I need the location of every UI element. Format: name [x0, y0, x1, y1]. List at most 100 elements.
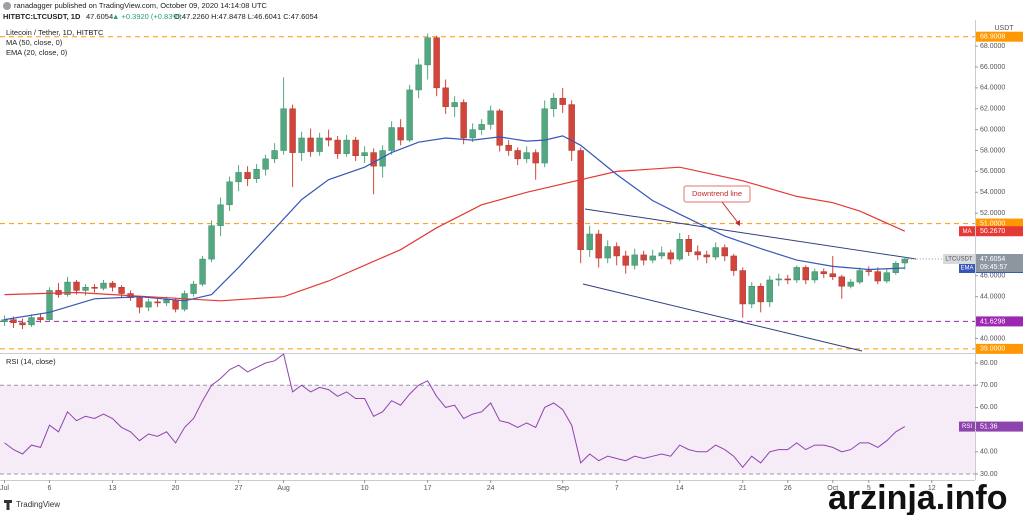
candle-body: [514, 150, 521, 160]
rsi-y-tick-label: 40.00: [980, 449, 998, 456]
published-line: ranadagger published on TradingView.com,…: [14, 1, 268, 10]
candle-body: [19, 322, 26, 326]
candle-body: [865, 270, 872, 272]
candle-body: [577, 150, 584, 250]
candle-body: [667, 252, 674, 260]
y-tick-label: 64.0000: [980, 85, 1005, 92]
indicator-name-box: [959, 226, 975, 237]
candle-body: [838, 276, 845, 287]
level-label: 68.9008: [980, 34, 1005, 41]
x-tick-label: 24: [487, 485, 495, 492]
rsi-value: 51.36: [980, 423, 998, 430]
y-tick-label: 56.0000: [980, 168, 1005, 175]
level-label-box: [976, 218, 1023, 229]
y-tick-label: 58.0000: [980, 147, 1005, 154]
rsi-band: [0, 385, 975, 475]
candle-body: [100, 282, 107, 289]
candle-body: [532, 152, 539, 164]
candle-body: [766, 279, 773, 303]
candle-body: [244, 172, 251, 179]
candle-body: [451, 102, 458, 107]
x-tick-label: Aug: [277, 485, 290, 492]
x-tick-label: Jul: [0, 485, 9, 492]
y-tick-label: 46.0000: [980, 273, 1005, 280]
y-tick-label: 62.0000: [980, 106, 1005, 113]
candle-body: [460, 102, 467, 139]
x-tick-label: 13: [109, 485, 117, 492]
candle-body: [136, 297, 143, 308]
candle-body: [622, 255, 629, 266]
candle-body: [874, 271, 881, 282]
level-label: 51.0000: [980, 220, 1005, 227]
ema-legend: EMA (20, close, 0): [6, 48, 68, 57]
candle-body: [208, 225, 215, 260]
y-tick-label: 68.0000: [980, 43, 1005, 50]
indicator-name: MA: [963, 229, 972, 235]
candle-body: [361, 152, 368, 156]
last-price: 47.6054: [86, 12, 113, 21]
x-tick-label: 12: [928, 485, 936, 492]
rsi-y-tick-label: 60.00: [980, 404, 998, 411]
candle-body: [424, 37, 431, 66]
last-price-box: [976, 254, 1023, 273]
candle-body: [253, 169, 260, 179]
candle-body: [568, 104, 575, 151]
candle-body: [352, 139, 359, 156]
candle-body: [550, 98, 557, 109]
candle-body: [694, 251, 701, 256]
level-label-box: [976, 343, 1023, 354]
candle-body: [217, 204, 224, 226]
x-tick-label: 5: [867, 485, 871, 492]
candle-body: [397, 127, 404, 141]
annotation-arrow: [721, 201, 740, 225]
rsi-y-tick-label: 80.00: [980, 360, 998, 367]
x-tick-label: 27: [235, 485, 243, 492]
level-label: 39.0000: [980, 346, 1005, 353]
level-label-box: [976, 316, 1023, 327]
candle-body: [901, 258, 908, 264]
symbol: HITBTC:LTCUSDT, 1D: [3, 12, 81, 21]
candle-body: [685, 238, 692, 253]
price-change: ▲ +0.3920 (+0.83%): [112, 12, 182, 21]
candle-body: [712, 247, 719, 258]
x-tick-label: 21: [739, 485, 747, 492]
avatar: [3, 2, 11, 10]
candle-body: [298, 137, 305, 153]
rsi-line: [4, 353, 906, 469]
candle-body: [649, 255, 656, 261]
candle-body: [856, 270, 863, 283]
candle-body: [82, 287, 89, 291]
last-price-value: 47.6054: [980, 256, 1005, 263]
x-tick-label: 14: [676, 485, 684, 492]
candle-body: [280, 108, 287, 151]
indicator-name: EMA: [960, 266, 973, 272]
x-tick-label: 26: [784, 485, 792, 492]
candle-body: [235, 172, 242, 183]
candle-body: [37, 317, 44, 320]
last-price-countdown: 09:45:57: [980, 264, 1007, 271]
candle-body: [145, 301, 152, 308]
indicator-name-box: [959, 262, 975, 273]
y-tick-label: 40.0000: [980, 335, 1005, 342]
y-tick-label: 44.0000: [980, 294, 1005, 301]
candle-body: [820, 271, 827, 274]
brand-logo: [4, 500, 12, 510]
x-tick-label: 20: [172, 485, 180, 492]
candle-body: [487, 110, 494, 125]
rsi-name-box: [959, 421, 975, 432]
ohlc-text: O:47.2260 H:47.8478 L:46.6041 C:47.6054: [174, 12, 318, 21]
candle-body: [91, 287, 98, 289]
indicator-value: 50.2670: [980, 228, 1005, 235]
annotation-arrowhead: [735, 220, 740, 226]
level-label-box: [976, 31, 1023, 42]
rsi-y-tick-label: 30.00: [980, 471, 998, 478]
indicator-line: [4, 166, 906, 302]
candle-body: [640, 254, 647, 261]
candle-body: [370, 152, 377, 167]
ma-legend: MA (50, close, 0): [6, 38, 63, 47]
candle-body: [676, 238, 683, 260]
candle-body: [829, 273, 836, 278]
candle-body: [154, 301, 161, 304]
